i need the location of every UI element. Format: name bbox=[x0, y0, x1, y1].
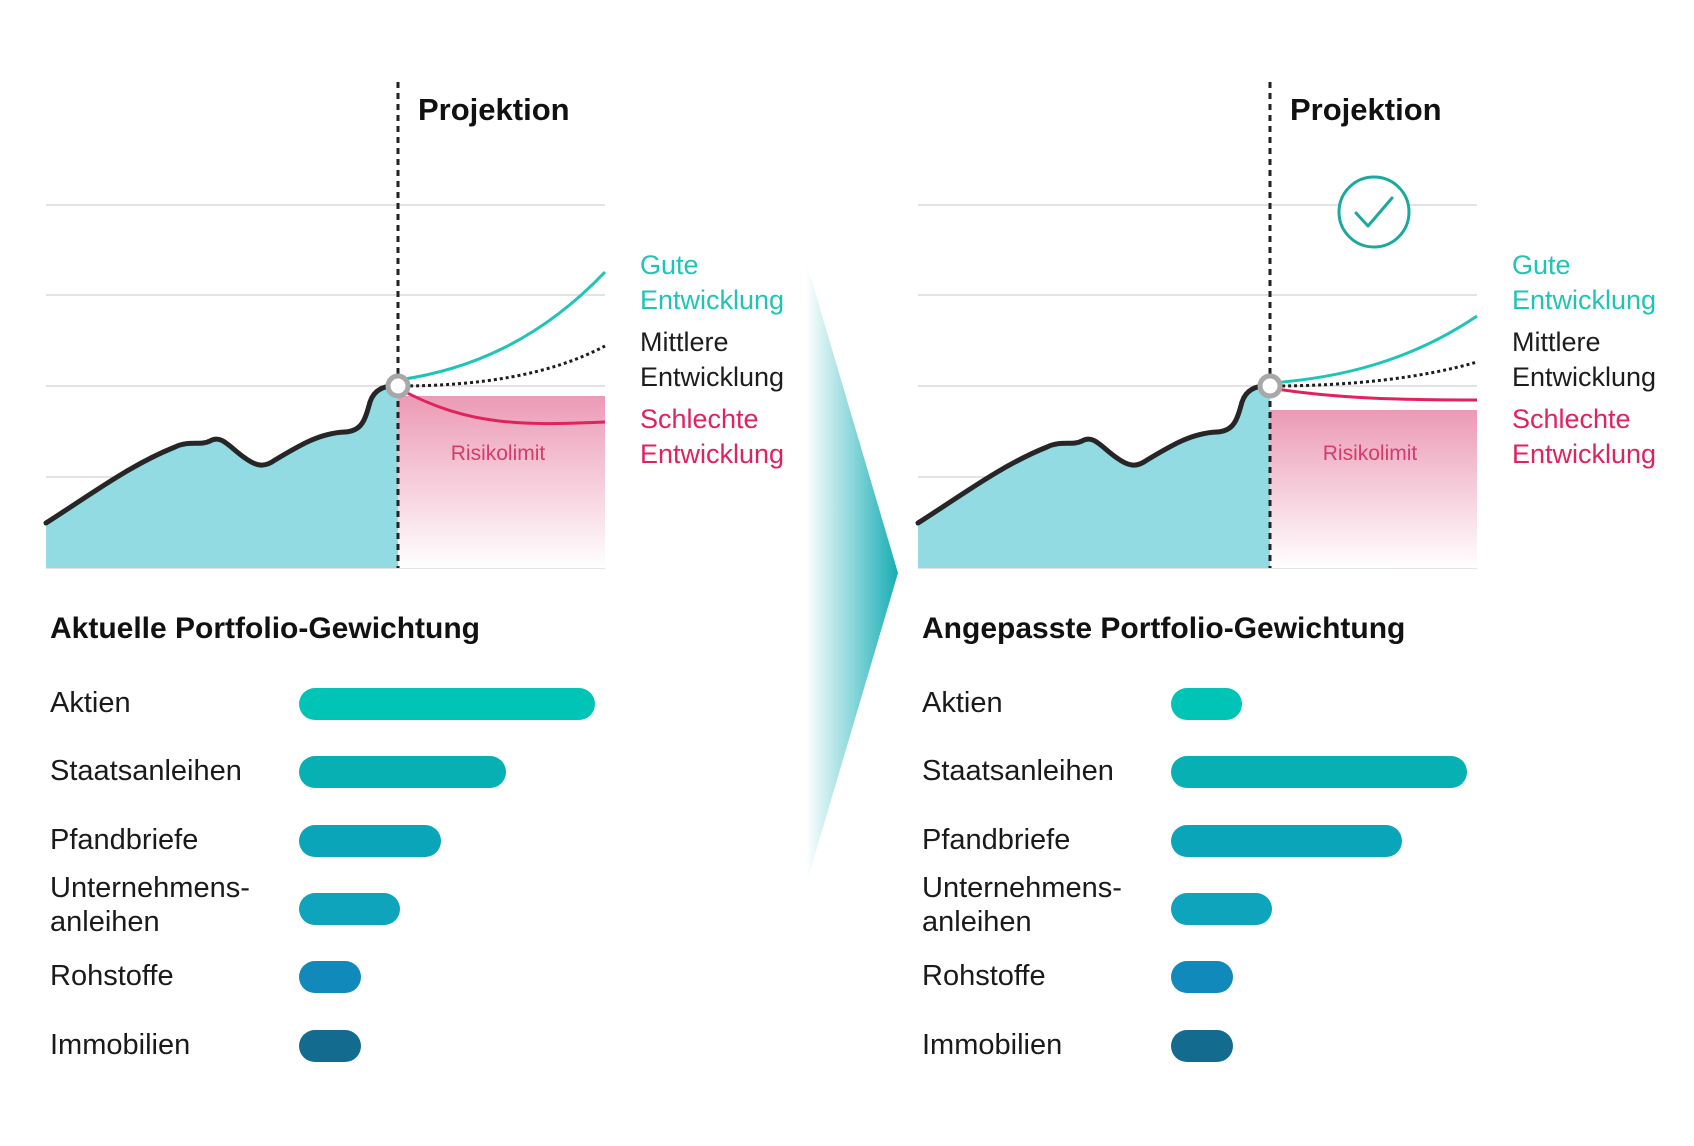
allocation-bar bbox=[1171, 893, 1272, 925]
allocation-title: Angepasste Portfolio-Gewichtung bbox=[922, 612, 1406, 645]
check-circle-icon bbox=[1337, 175, 1411, 249]
allocation-bar bbox=[1171, 1030, 1233, 1062]
allocation-bar bbox=[1171, 961, 1233, 993]
allocation-title: Aktuelle Portfolio-Gewichtung bbox=[50, 612, 481, 645]
allocation-label: Aktien bbox=[922, 687, 1003, 719]
projection-chart bbox=[915, 82, 1478, 569]
mid-scenario-line bbox=[397, 344, 606, 388]
allocation-label: Unternehmens- anleihen bbox=[922, 872, 1122, 938]
legend-mid: Mittlere Entwicklung bbox=[640, 327, 785, 392]
mid-scenario-line bbox=[1269, 360, 1478, 388]
allocation-label: Staatsanleihen bbox=[50, 755, 242, 787]
allocation-bar bbox=[1171, 756, 1467, 788]
projection-label: Projektion bbox=[1290, 92, 1442, 127]
risk-limit-label: Risikolimit bbox=[450, 442, 546, 465]
present-marker bbox=[385, 373, 411, 399]
good-scenario-line bbox=[397, 270, 607, 382]
allocation-bar bbox=[299, 893, 400, 925]
allocation-label: Immobilien bbox=[50, 1029, 191, 1061]
allocation-label: Staatsanleihen bbox=[922, 755, 1114, 787]
allocation-bar bbox=[299, 688, 595, 720]
allocation-bar bbox=[1171, 825, 1402, 857]
history-area bbox=[918, 385, 1270, 568]
allocation-label: Aktien bbox=[50, 687, 131, 719]
history-line bbox=[915, 383, 1273, 526]
present-marker bbox=[1257, 373, 1283, 399]
allocation-bar bbox=[299, 961, 361, 993]
allocation-bar bbox=[299, 756, 506, 788]
panel-adjusted: Projektion Risikolimit Gute Entwicklung … bbox=[872, 0, 1656, 1146]
transition-arrow-icon bbox=[806, 261, 898, 885]
allocation-bar bbox=[299, 1030, 361, 1062]
allocation-label: Immobilien bbox=[922, 1029, 1063, 1061]
projection-chart bbox=[43, 82, 607, 569]
risk-limit-label: Risikolimit bbox=[1322, 442, 1418, 465]
history-area bbox=[46, 385, 398, 568]
allocation-bar bbox=[1171, 688, 1242, 720]
panel-current: Projektion Risikolimit Gute Entwicklung … bbox=[0, 0, 784, 1146]
history-line bbox=[43, 383, 401, 526]
bad-scenario-line bbox=[397, 386, 606, 426]
risk-zone bbox=[1270, 410, 1477, 568]
legend-bad: Schlechte Entwicklung bbox=[640, 404, 785, 469]
allocation-label: Pfandbriefe bbox=[922, 824, 1071, 856]
bad-scenario-line bbox=[1269, 386, 1478, 402]
legend-bad: Schlechte Entwicklung bbox=[1512, 404, 1657, 469]
allocation-label: Unternehmens- anleihen bbox=[50, 872, 250, 938]
legend-good: Gute Entwicklung bbox=[640, 250, 785, 315]
good-scenario-line bbox=[1269, 314, 1478, 385]
projection-label: Projektion bbox=[418, 92, 570, 127]
allocation-label: Rohstoffe bbox=[922, 960, 1046, 992]
legend-mid: Mittlere Entwicklung bbox=[1512, 327, 1657, 392]
legend-good: Gute Entwicklung bbox=[1512, 250, 1657, 315]
allocation-label: Pfandbriefe bbox=[50, 824, 199, 856]
allocation-label: Rohstoffe bbox=[50, 960, 174, 992]
allocation-bar bbox=[299, 825, 441, 857]
